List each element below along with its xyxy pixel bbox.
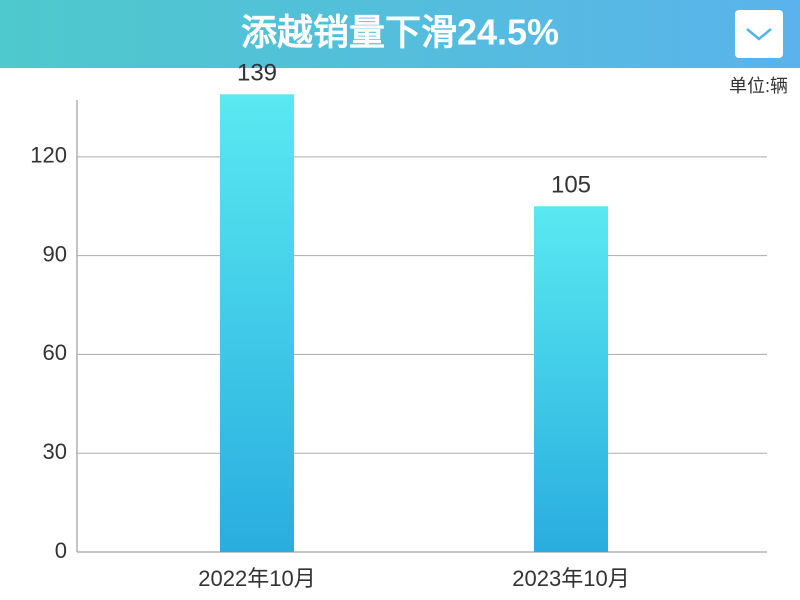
bar bbox=[220, 94, 294, 553]
bar bbox=[534, 206, 608, 552]
value-label: 105 bbox=[551, 172, 591, 199]
dropdown-button[interactable] bbox=[735, 10, 783, 58]
x-tick-label: 2022年10月 bbox=[198, 566, 315, 591]
y-tick-label: 0 bbox=[55, 538, 67, 563]
header-bar bbox=[0, 0, 800, 68]
y-tick-label: 120 bbox=[30, 143, 67, 168]
y-tick-label: 90 bbox=[43, 241, 67, 266]
y-tick-label: 30 bbox=[43, 439, 67, 464]
x-tick-label: 2023年10月 bbox=[512, 566, 629, 591]
value-label: 139 bbox=[237, 60, 277, 87]
y-tick-label: 60 bbox=[43, 340, 67, 365]
unit-label: 单位:辆 bbox=[729, 76, 788, 96]
chart-title: 添越销量下滑24.5% bbox=[241, 12, 559, 53]
